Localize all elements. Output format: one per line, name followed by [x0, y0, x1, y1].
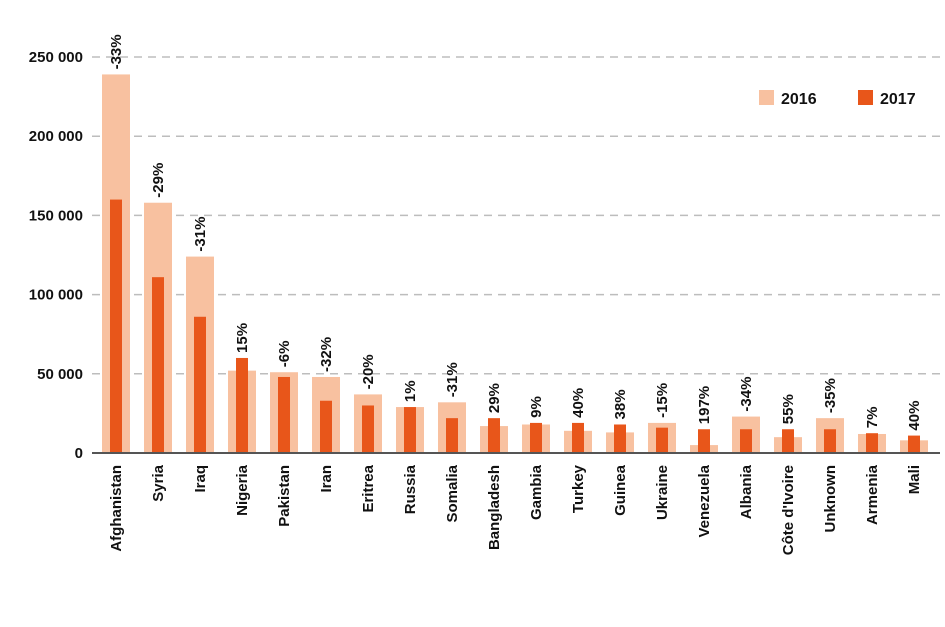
- category-label: Guinea: [612, 464, 629, 516]
- bar-2017: [740, 429, 752, 453]
- category-label: Syria: [150, 464, 167, 501]
- change-label: 197%: [696, 386, 713, 424]
- change-label: 9%: [528, 396, 545, 418]
- bar-2017: [656, 427, 668, 453]
- bar-2017: [572, 422, 584, 453]
- change-label: -32%: [318, 337, 335, 372]
- category-label: Armenia: [864, 464, 881, 525]
- change-label: 7%: [864, 407, 881, 429]
- y-tick-label: 100 000: [29, 287, 83, 304]
- bar-2017: [866, 433, 878, 453]
- change-label: 40%: [570, 388, 587, 418]
- category-label: Russia: [402, 464, 419, 514]
- change-label: -31%: [192, 217, 209, 252]
- x-axis-category-labels: Afghanistan Syria Iraq Nigeria Pakistan Iran E…: [108, 464, 923, 555]
- change-label: -20%: [360, 354, 377, 389]
- bar-2017: [908, 435, 920, 453]
- bar-2017: [446, 418, 458, 453]
- bar-2017: [614, 424, 626, 453]
- legend: 2016 2017: [759, 90, 916, 108]
- bar-2017: [194, 316, 206, 453]
- category-label: Bangladesh: [486, 465, 503, 550]
- category-label: Côte d'Ivoire: [780, 465, 797, 555]
- change-label: -15%: [654, 383, 671, 418]
- change-labels: -33% -29% -31% 15% -6% -32% -20% 1% -31% 29% 9% 40%…: [108, 34, 923, 430]
- category-label: Somalia: [444, 464, 461, 522]
- change-label: 29%: [486, 383, 503, 413]
- legend-swatch: [759, 90, 774, 105]
- gridlines: [92, 56, 940, 375]
- bars: [102, 74, 928, 453]
- change-label: 40%: [906, 401, 923, 431]
- category-label: Eritrea: [360, 464, 377, 512]
- legend-label: 2017: [880, 91, 916, 108]
- category-label: Mali: [906, 465, 923, 494]
- bar-2017: [698, 429, 710, 453]
- y-tick-label: 150 000: [29, 207, 83, 224]
- category-label: Pakistan: [276, 465, 293, 527]
- change-label: -6%: [276, 341, 293, 368]
- bar-2017: [488, 418, 500, 453]
- y-tick-label: 250 000: [29, 49, 83, 66]
- change-label: 38%: [612, 389, 629, 419]
- change-label: -29%: [150, 163, 167, 198]
- change-label: 1%: [402, 380, 419, 402]
- category-label: Unknown: [822, 465, 839, 533]
- category-label: Nigeria: [234, 464, 251, 516]
- category-label: Iraq: [192, 465, 209, 493]
- y-tick-label: 0: [75, 445, 83, 462]
- change-label: -33%: [108, 34, 125, 69]
- category-label: Venezuela: [696, 464, 713, 537]
- change-label: -31%: [444, 362, 461, 397]
- bar-2017: [152, 277, 164, 453]
- y-tick-label: 200 000: [29, 128, 83, 145]
- change-label: 15%: [234, 323, 251, 353]
- bar-2017: [278, 376, 290, 453]
- category-label: Iran: [318, 465, 335, 493]
- legend-swatch: [858, 90, 873, 105]
- change-label: -34%: [738, 377, 755, 412]
- category-label: Ukraine: [654, 465, 671, 520]
- y-tick-label: 50 000: [37, 366, 83, 383]
- category-label: Gambia: [528, 464, 545, 520]
- bar-2017: [362, 405, 374, 453]
- category-label: Albania: [738, 464, 755, 519]
- bar-2017: [110, 199, 122, 453]
- bar-2017: [236, 357, 248, 453]
- category-label: Turkey: [570, 464, 587, 513]
- bar-2017: [824, 429, 836, 453]
- legend-label: 2016: [781, 91, 817, 108]
- change-label: -35%: [822, 378, 839, 413]
- bar-2017: [404, 407, 416, 453]
- category-label: Afghanistan: [108, 465, 125, 552]
- y-axis-tick-labels: 0 50 000 100 000 150 000 200 000 250 000: [29, 49, 83, 462]
- bar-2017: [320, 400, 332, 453]
- bar-2017: [782, 429, 794, 453]
- change-label: 55%: [780, 394, 797, 424]
- bar-2017: [530, 422, 542, 453]
